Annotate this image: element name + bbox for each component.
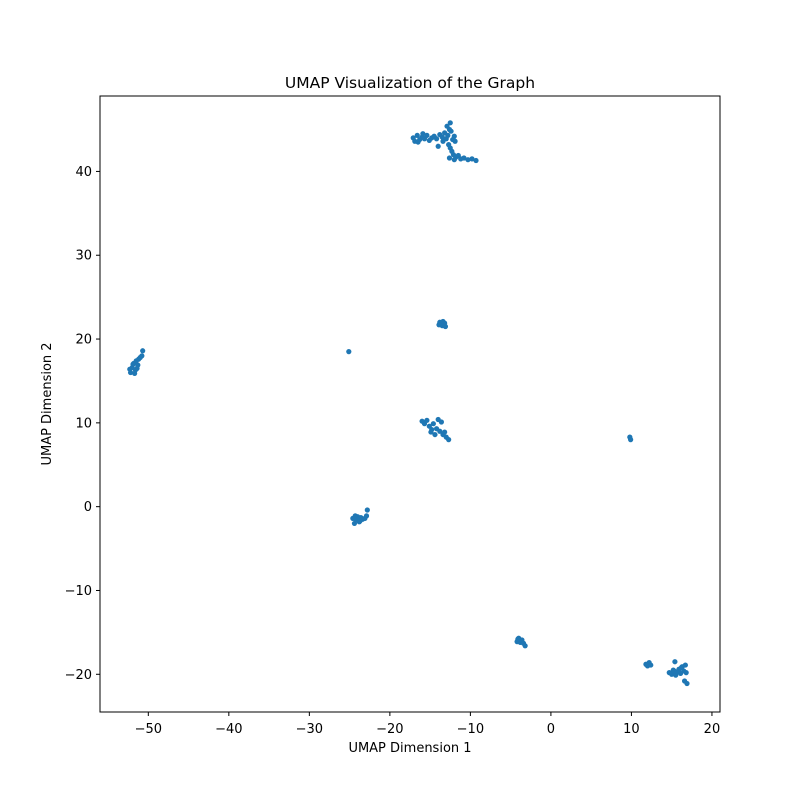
data-point (678, 664, 684, 671)
y-tick-label: 20 (75, 333, 92, 348)
x-tick-label: −10 (457, 722, 484, 737)
y-axis-ticks: −20 −10 0 10 20 30 40 (65, 165, 100, 683)
data-point (435, 143, 441, 149)
data-point (452, 138, 458, 144)
data-point (648, 662, 654, 668)
data-point (672, 659, 678, 665)
data-point (139, 353, 145, 359)
y-tick-label: −10 (65, 584, 92, 599)
data-point (432, 431, 438, 438)
data-point (420, 131, 426, 137)
data-point (461, 155, 467, 161)
data-point (451, 133, 457, 139)
data-point (132, 370, 138, 377)
data-point (438, 419, 445, 425)
data-point (436, 322, 442, 328)
data-point (442, 429, 448, 435)
data-point (442, 323, 449, 330)
y-tick-label: −20 (65, 668, 92, 683)
y-tick-label: 40 (75, 165, 92, 180)
x-tick-label: −40 (215, 722, 242, 737)
data-point (628, 437, 634, 443)
data-point (448, 128, 454, 134)
y-axis-title: UMAP Dimension 2 (40, 342, 55, 465)
data-point (433, 136, 440, 142)
chart-title: UMAP Visualization of the Graph (285, 74, 535, 92)
data-point (445, 132, 451, 138)
data-point (473, 157, 479, 164)
data-point (414, 132, 420, 138)
data-point (424, 417, 430, 423)
data-point (451, 157, 457, 163)
data-point (683, 670, 689, 676)
data-point (671, 668, 677, 674)
x-axis-title: UMAP Dimension 1 (348, 741, 471, 756)
x-tick-label: −50 (135, 722, 162, 737)
data-point (127, 366, 133, 372)
data-point (522, 643, 528, 649)
data-point (130, 361, 136, 367)
y-tick-label: 30 (75, 249, 92, 264)
data-point (446, 155, 453, 161)
data-point (428, 429, 434, 435)
data-point (469, 156, 475, 162)
x-axis-ticks: −50 −40 −30 −20 −10 0 10 20 (135, 712, 721, 737)
data-point (440, 138, 446, 144)
data-point (357, 518, 363, 524)
x-tick-label: 0 (547, 722, 555, 737)
data-point (134, 365, 140, 371)
data-point (352, 513, 358, 519)
data-point (415, 139, 421, 145)
data-point (440, 318, 446, 325)
y-tick-label: 10 (75, 416, 92, 431)
data-point (446, 437, 452, 443)
x-tick-label: −30 (296, 722, 323, 737)
data-point (465, 157, 471, 163)
y-tick-label: 0 (84, 500, 92, 515)
data-point (684, 680, 690, 687)
x-tick-label: −20 (376, 722, 403, 737)
data-point (515, 636, 521, 642)
plot-frame (99, 95, 721, 713)
x-tick-label: 20 (704, 722, 721, 737)
x-tick-label: 10 (623, 722, 640, 737)
data-point (682, 662, 688, 668)
data-point (439, 134, 445, 140)
data-point (437, 428, 443, 434)
data-point (364, 507, 370, 513)
data-point (424, 132, 430, 138)
points-layer (127, 120, 690, 687)
data-point (447, 120, 453, 126)
data-point (140, 348, 146, 354)
data-point (430, 421, 436, 427)
data-point (346, 349, 352, 355)
data-point (363, 513, 370, 519)
data-point (444, 123, 450, 129)
